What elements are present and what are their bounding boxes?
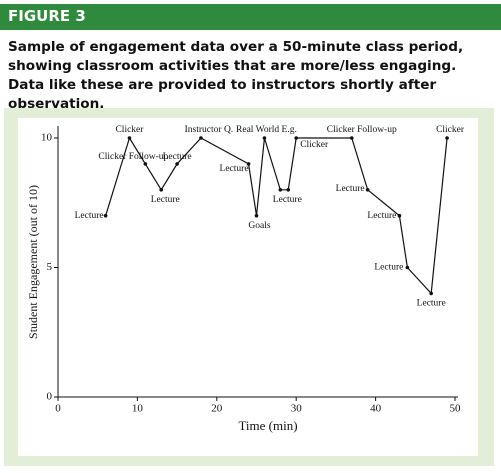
point bbox=[103, 213, 108, 218]
y-tick-label: 10 bbox=[41, 132, 53, 144]
point-label: Clicker bbox=[436, 125, 465, 135]
point-label: Clicker bbox=[115, 125, 144, 135]
point bbox=[246, 162, 251, 166]
point-label: Real World E.g. bbox=[236, 125, 297, 135]
point bbox=[278, 188, 283, 192]
x-tick-label: 20 bbox=[211, 403, 223, 415]
point bbox=[159, 188, 164, 192]
point-label: Instructor Q. bbox=[185, 125, 234, 135]
point-label: Clicker bbox=[300, 140, 329, 150]
plot-background bbox=[18, 118, 478, 456]
line bbox=[105, 136, 448, 295]
x-tick-label: 10 bbox=[132, 403, 144, 415]
point-label: Lecture bbox=[75, 211, 104, 221]
x-tick-label: 30 bbox=[291, 403, 303, 415]
y-tick-label: 5 bbox=[47, 261, 53, 273]
point bbox=[199, 136, 203, 140]
point-label: Lecture bbox=[417, 299, 446, 309]
figure-header: FIGURE 3 bbox=[0, 4, 501, 30]
point-label: Clicker Follow-up bbox=[98, 152, 168, 162]
point-label: Lecture bbox=[336, 184, 365, 194]
point bbox=[294, 136, 299, 140]
point bbox=[397, 213, 402, 218]
point-label: Clicker Follow-up bbox=[327, 125, 397, 135]
point bbox=[262, 136, 267, 140]
point bbox=[405, 265, 410, 270]
point bbox=[349, 136, 354, 140]
point bbox=[445, 136, 449, 140]
point-label: Goals bbox=[248, 221, 270, 231]
point bbox=[254, 213, 259, 218]
x-tick-label: 40 bbox=[370, 403, 382, 415]
point bbox=[429, 291, 433, 296]
x-axis-label: Time (min) bbox=[238, 418, 297, 433]
y-tick-label: 0 bbox=[47, 391, 53, 403]
point bbox=[365, 188, 370, 192]
point-label: Lecture bbox=[163, 152, 192, 162]
point bbox=[127, 136, 132, 140]
y-axis-label: Student Engagement (out of 10) bbox=[26, 185, 40, 339]
point-label: Lecture bbox=[151, 195, 180, 205]
point-label: Lecture bbox=[374, 263, 403, 273]
point bbox=[175, 162, 179, 166]
point bbox=[286, 188, 291, 192]
point-label: Lecture bbox=[273, 195, 302, 205]
figure-label: FIGURE 3 bbox=[8, 7, 86, 25]
point bbox=[143, 162, 148, 166]
x-tick-label: 50 bbox=[450, 403, 462, 415]
x-tick-label: 0 bbox=[55, 403, 61, 415]
point-label: Lecture bbox=[367, 211, 396, 221]
point-label: Lecture bbox=[220, 164, 249, 174]
